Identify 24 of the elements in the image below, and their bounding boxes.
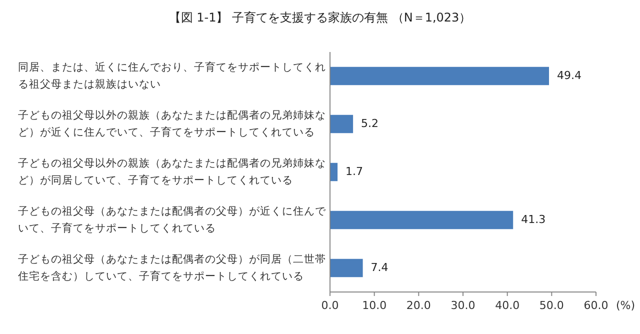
- chart-title: 【図 1-1】 子育てを支援する家族の有無 （N＝1,023）: [168, 10, 472, 24]
- x-axis-title: (%): [616, 299, 636, 312]
- x-tick-label: 60.0: [584, 299, 608, 312]
- x-tick-label: 40.0: [495, 299, 520, 312]
- data-label: 41.3: [521, 213, 546, 226]
- data-label: 5.2: [361, 117, 379, 130]
- x-tick-label: 10.0: [362, 299, 387, 312]
- y-tick-label: 子どもの祖父母（あなたまたは配偶者の父母）が近くに住んでいて、子育てをサポートしてくれている: [18, 204, 327, 234]
- bar: [330, 114, 354, 134]
- y-tick-label: 子どもの祖父母以外の親族（あなたまたは配偶者の兄弟姉妹など）が近くに住んでいて、子育てをサポートしてくれている: [18, 108, 326, 138]
- x-tick-label: 0.0: [321, 299, 339, 312]
- x-tick-label: 20.0: [406, 299, 431, 312]
- x-tick-label: 50.0: [539, 299, 564, 312]
- x-tick-label: 30.0: [450, 299, 476, 312]
- bar: [330, 210, 514, 230]
- y-tick-label: 子どもの祖父母（あなたまたは配偶者の父母）が同居（二世帯住宅を含む）していて、子育てをサポートしてくれている: [18, 252, 326, 282]
- data-label: 7.4: [370, 261, 388, 274]
- y-tick-label: 同居、または、近くに住んでおり、子育てをサポートしてくれる祖父母または親族はいない: [18, 60, 326, 90]
- data-label: 49.4: [557, 69, 582, 82]
- data-label: 1.7: [346, 165, 364, 178]
- y-tick-label: 子どもの祖父母以外の親族（あなたまたは配偶者の兄弟姉妹など）が同居していて、子育てをサポートしてくれている: [18, 156, 326, 186]
- bar: [330, 66, 550, 86]
- bar: [330, 162, 338, 182]
- bar: [330, 258, 363, 278]
